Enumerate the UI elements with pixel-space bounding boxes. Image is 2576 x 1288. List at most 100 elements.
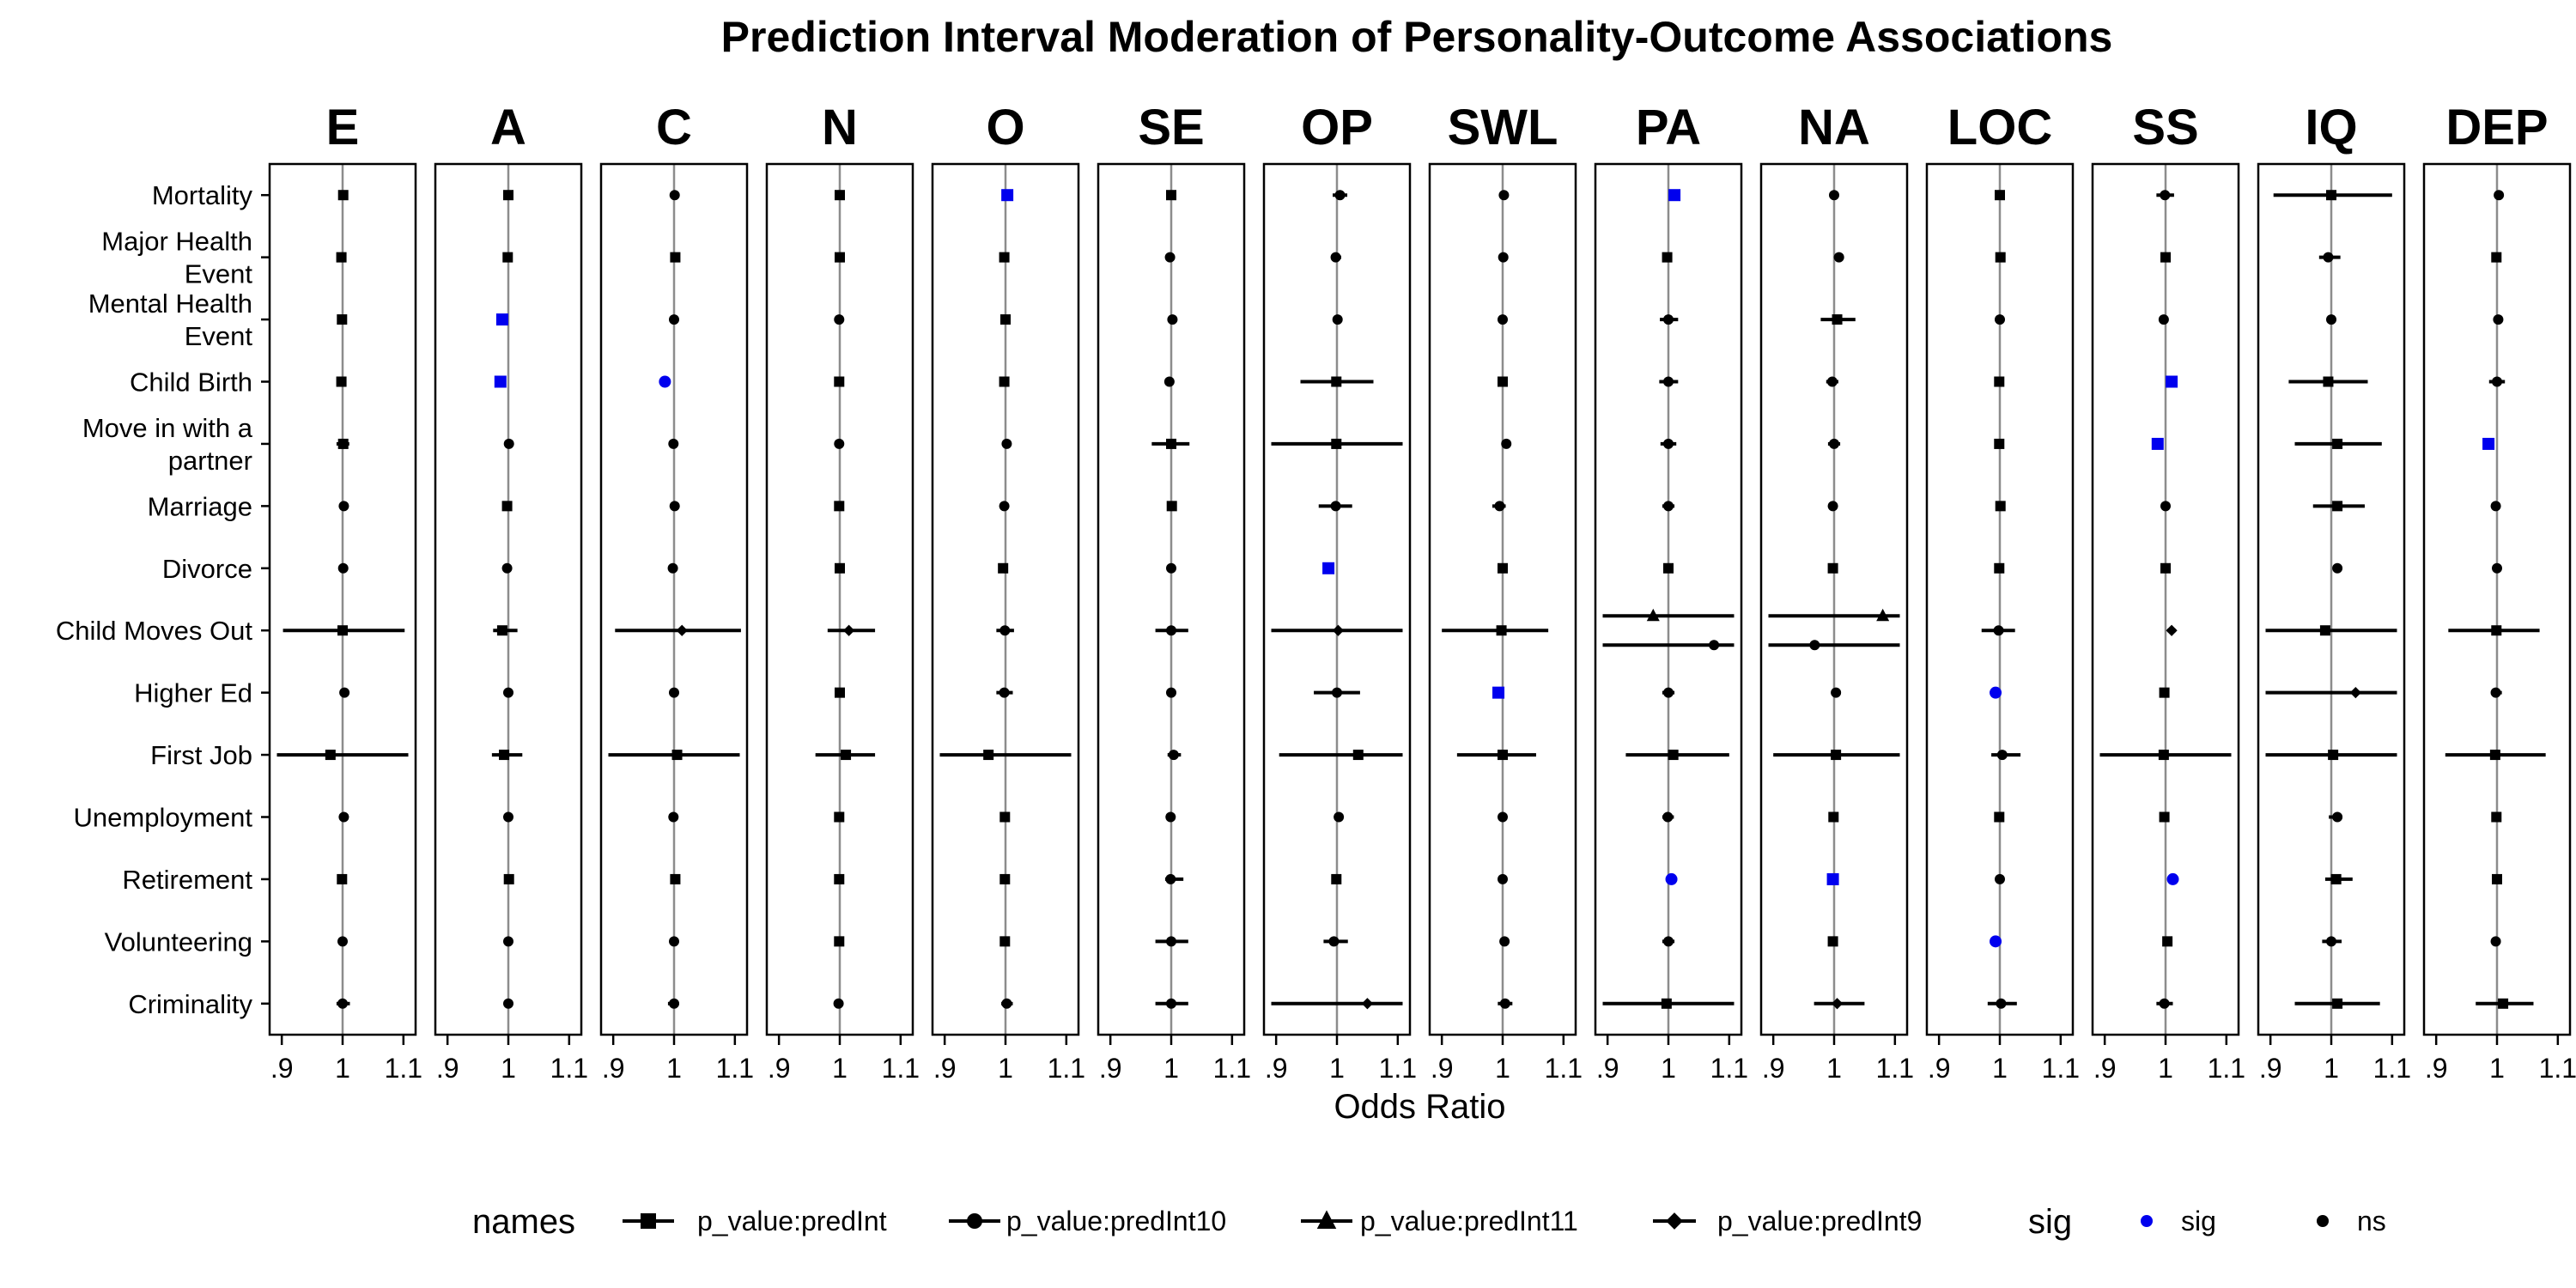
- outcome-label: Child Birth: [130, 368, 252, 398]
- data-point: [1662, 252, 1673, 263]
- x-tick-label: .9: [768, 1053, 791, 1084]
- data-point: [1827, 562, 1838, 574]
- data-point: [1333, 190, 1348, 201]
- point-marker: [495, 313, 508, 326]
- data-point: [2159, 687, 2170, 698]
- point-marker: [1361, 998, 1374, 1010]
- data-point: [2166, 872, 2179, 885]
- outcome-label: Retirement: [122, 865, 252, 895]
- point-marker: [1668, 189, 1681, 202]
- point-marker: [1668, 750, 1679, 761]
- data-point: [2492, 873, 2502, 884]
- point-marker: [2166, 375, 2178, 388]
- point-marker: [1331, 438, 1342, 449]
- data-point: [1322, 562, 1335, 574]
- data-point: [2156, 190, 2174, 201]
- x-tick-label: 1: [1329, 1053, 1345, 1084]
- data-point: [834, 936, 845, 947]
- data-point: [337, 936, 348, 947]
- data-point: [1501, 438, 1512, 449]
- point-marker: [1165, 811, 1176, 823]
- x-tick-label: 1: [666, 1053, 682, 1084]
- data-point: [2493, 314, 2504, 325]
- data-point: [1155, 625, 1188, 636]
- point-marker: [2492, 562, 2502, 574]
- data-point: [996, 625, 1014, 636]
- point-marker: [337, 936, 348, 947]
- data-point: [337, 873, 348, 884]
- legend-key-marker: [1666, 1212, 1683, 1230]
- data-point: [2322, 936, 2342, 947]
- data-point: [2332, 562, 2343, 574]
- point-marker: [1498, 811, 1508, 823]
- point-marker: [1322, 562, 1335, 574]
- point-marker: [671, 750, 683, 761]
- data-point: [2490, 501, 2501, 512]
- outcome-label: First Job: [150, 740, 252, 770]
- x-tick-label: 1.1: [1545, 1053, 1583, 1084]
- data-point: [1271, 438, 1403, 449]
- panel-dep: .9 1 1.1: [2422, 162, 2576, 1084]
- point-marker: [2158, 314, 2169, 325]
- point-marker: [1498, 314, 1508, 325]
- data-point: [339, 687, 350, 698]
- point-marker: [2490, 687, 2501, 698]
- data-point: [1492, 686, 1505, 699]
- panel-strip-c: C: [656, 100, 692, 155]
- data-point: [1768, 640, 1900, 651]
- point-marker: [2493, 314, 2504, 325]
- x-tick-label: 1.1: [716, 1053, 754, 1084]
- legend-item-sig: sig: [2141, 1206, 2216, 1236]
- data-point: [503, 438, 514, 449]
- legend-key-marker: [641, 1213, 656, 1229]
- point-marker: [503, 438, 514, 449]
- data-point: [503, 811, 513, 823]
- point-marker: [668, 438, 679, 449]
- data-point: [1498, 376, 1508, 387]
- x-tick-label: .9: [1265, 1053, 1288, 1084]
- data-point: [1995, 190, 2005, 201]
- point-marker: [337, 562, 349, 574]
- point-marker: [503, 190, 513, 201]
- data-point: [2160, 562, 2171, 574]
- point-marker: [834, 501, 845, 512]
- point-marker: [503, 998, 513, 1009]
- data-point: [1498, 190, 1510, 201]
- point-marker: [1829, 190, 1839, 201]
- point-marker: [337, 998, 348, 1009]
- data-point: [999, 873, 1011, 884]
- outcome-label: Unemployment: [74, 803, 253, 833]
- point-marker: [2492, 873, 2502, 884]
- data-point: [834, 438, 845, 449]
- point-marker: [1168, 750, 1179, 761]
- data-point: [939, 750, 1072, 761]
- point-marker: [1831, 687, 1842, 698]
- point-marker: [834, 376, 845, 387]
- data-point: [2494, 190, 2505, 201]
- point-marker: [1826, 872, 1839, 885]
- point-marker: [2326, 190, 2336, 201]
- data-point: [1498, 562, 1508, 574]
- point-marker: [2332, 811, 2343, 823]
- data-point: [668, 438, 679, 449]
- data-point: [2158, 314, 2169, 325]
- point-marker: [835, 687, 845, 698]
- data-point: [1659, 376, 1679, 387]
- point-marker: [496, 625, 507, 636]
- x-tick-label: .9: [2093, 1053, 2117, 1084]
- data-point: [608, 750, 740, 761]
- data-point: [2448, 625, 2540, 636]
- panel-strip-pa: PA: [1636, 100, 1701, 155]
- point-marker: [339, 687, 350, 698]
- point-marker: [668, 811, 679, 823]
- data-point: [659, 375, 671, 388]
- x-tick-label: 1.1: [1379, 1053, 1417, 1084]
- data-point: [503, 190, 513, 201]
- data-point: [670, 873, 681, 884]
- point-marker: [843, 624, 855, 636]
- point-marker: [2151, 437, 2164, 450]
- point-marker: [1501, 438, 1512, 449]
- data-point: [669, 314, 679, 325]
